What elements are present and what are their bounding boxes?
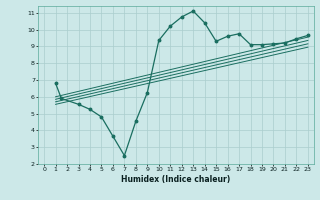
X-axis label: Humidex (Indice chaleur): Humidex (Indice chaleur) xyxy=(121,175,231,184)
